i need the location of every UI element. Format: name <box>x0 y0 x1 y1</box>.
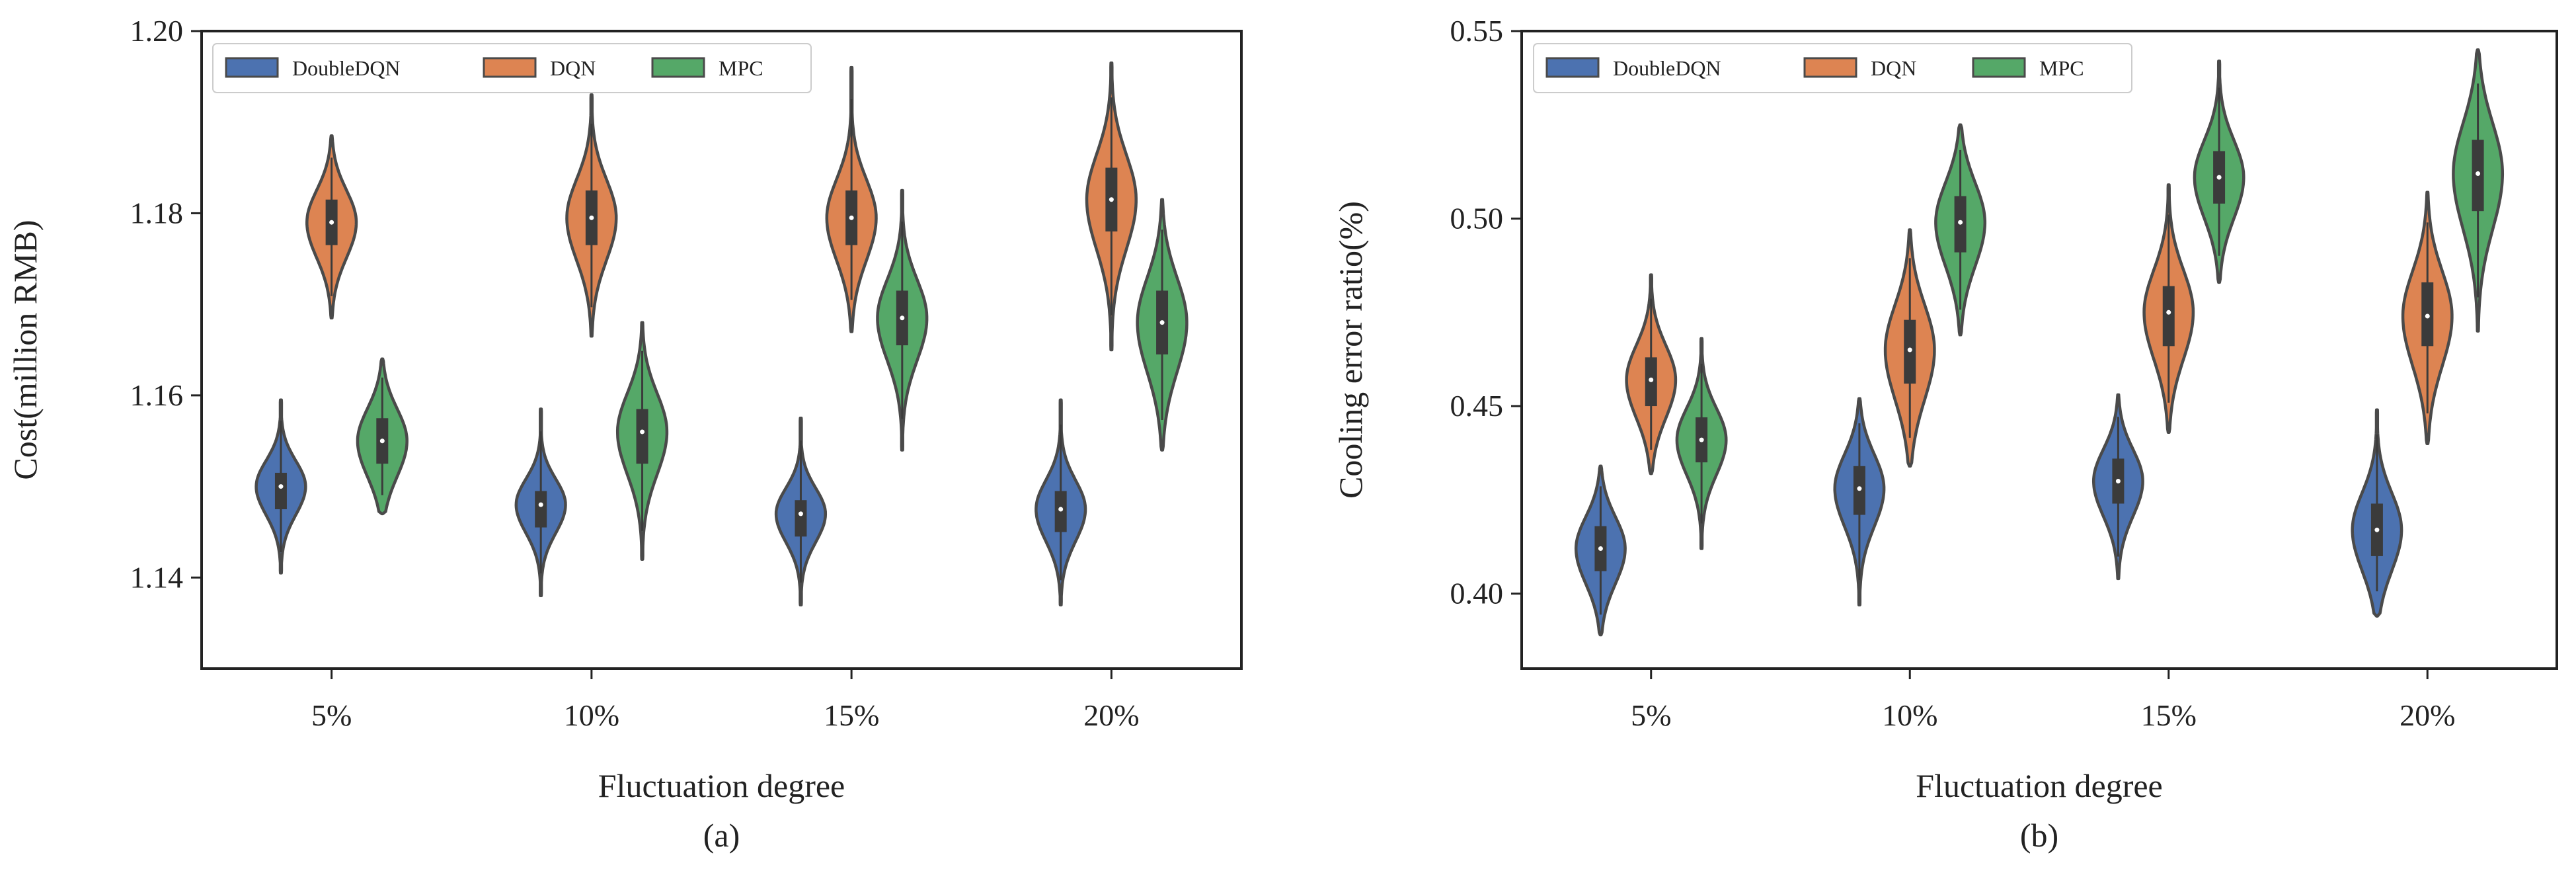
violin-median-point <box>329 220 334 225</box>
y-tick-label: 0.45 <box>1450 389 1504 423</box>
legend-label-dqn: DQN <box>1871 56 1916 80</box>
violin-median-point <box>1649 377 1654 382</box>
legend-label-doubledqn: DoubleDQN <box>292 56 401 80</box>
x-tick-label: 15% <box>2141 698 2197 732</box>
violin-iqr-box <box>535 491 547 528</box>
violin-median-point <box>640 429 645 434</box>
chart-legend: DoubleDQN DQN MPC <box>212 43 812 93</box>
y-axis-label: Cooling error ratio(%) <box>1332 201 1369 499</box>
violin-median-point <box>538 502 543 507</box>
x-tick-label: 20% <box>2400 698 2455 732</box>
chart-panel-2: 0.40 0.45 0.50 0.55 5% 10% 15% 20% DoubleDQN DQN M… <box>1332 14 2558 854</box>
y-tick-label: 1.14 <box>130 560 184 594</box>
violin-median-point <box>2425 313 2430 319</box>
panel-label: (b) <box>2020 817 2058 854</box>
violin-median-point <box>798 511 803 517</box>
legend-swatch-mpc <box>1972 57 2026 78</box>
violin-median-point <box>1857 486 1862 491</box>
violin-median-point <box>1159 320 1165 325</box>
legend-label-doubledqn: DoubleDQN <box>1613 56 1721 80</box>
legend-swatch-doubledqn <box>1545 57 1600 78</box>
violin-median-point <box>2476 171 2481 176</box>
violin-median-point <box>2216 175 2222 180</box>
violin-median-point <box>1699 437 1704 442</box>
plot-frame <box>1520 30 2558 670</box>
x-tick-label: 5% <box>1631 698 1671 732</box>
violin-median-point <box>2374 527 2380 532</box>
y-tick-label: 0.55 <box>1450 14 1504 48</box>
legend-swatch-dqn <box>1803 57 1857 78</box>
violin-median-point <box>2115 478 2121 483</box>
plot-frame <box>200 30 1243 670</box>
y-axis-label: Cost(million RMB) <box>7 220 44 479</box>
y-tick-label: 1.20 <box>130 14 184 48</box>
violin-median-point <box>900 315 905 321</box>
violin-median-point <box>1598 546 1603 552</box>
violin-median-point <box>2166 310 2171 315</box>
panel-label: (a) <box>703 817 740 854</box>
x-tick-label: 10% <box>564 698 619 732</box>
legend-swatch-mpc <box>651 57 705 78</box>
x-tick-label: 5% <box>311 698 352 732</box>
y-tick-label: 0.40 <box>1450 577 1504 610</box>
violin-median-point <box>1907 347 1912 352</box>
violin-median-point <box>278 484 284 489</box>
violin-median-point <box>1109 197 1114 202</box>
chart-legend: DoubleDQN DQN MPC <box>1533 43 2132 93</box>
x-tick-label: 20% <box>1083 698 1139 732</box>
legend-label-mpc: MPC <box>2039 56 2084 80</box>
y-tick-label: 1.18 <box>130 196 184 229</box>
x-axis-label: Fluctuation degree <box>1916 767 2163 804</box>
legend-swatch-doubledqn <box>225 57 279 78</box>
x-tick-label: 15% <box>824 698 879 732</box>
x-axis-label: Fluctuation degree <box>598 767 845 804</box>
violin-median-point <box>589 215 594 220</box>
legend-label-dqn: DQN <box>550 56 596 80</box>
violin-iqr-box <box>2162 286 2175 347</box>
violin-median-point <box>849 215 854 220</box>
violin-iqr-box <box>795 500 807 537</box>
chart-panel-1: 1.14 1.16 1.18 1.20 5% 10% 15% 20% DoubleDQN DQN M… <box>7 14 1243 854</box>
legend-label-mpc: MPC <box>719 56 763 80</box>
legend-swatch-dqn <box>483 57 537 78</box>
x-tick-label: 10% <box>1882 698 1937 732</box>
violin-median-point <box>1058 507 1064 512</box>
y-tick-label: 1.16 <box>130 378 184 412</box>
violin-iqr-box <box>274 472 287 509</box>
violin-median-point <box>379 438 385 444</box>
y-tick-label: 0.50 <box>1450 202 1504 235</box>
violin-median-point <box>1958 220 1963 225</box>
violin-iqr-box <box>636 409 648 464</box>
